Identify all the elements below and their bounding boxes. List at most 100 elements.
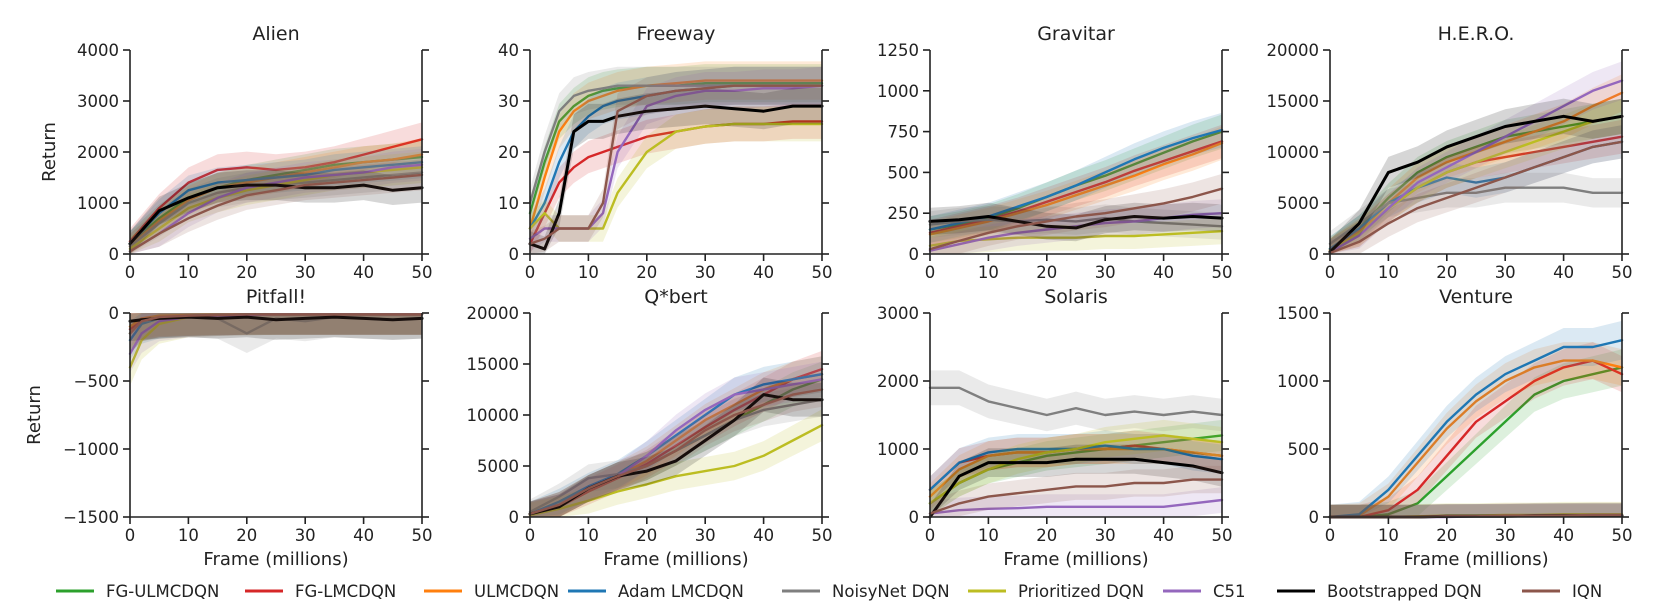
series-group — [1328, 61, 1624, 255]
line-adam-lmcdqn — [128, 160, 424, 246]
y-tick-label: 1000 — [877, 440, 919, 459]
x-tick-label: 20 — [236, 263, 257, 282]
series-group — [128, 122, 424, 255]
y-axis-label: Return — [39, 122, 60, 182]
y-tick-label: 1000 — [77, 194, 119, 213]
panel-title: Gravitar — [1037, 23, 1115, 45]
line-fg-lmcdqn — [1328, 359, 1624, 519]
band-fg-lmcdqn — [130, 122, 422, 255]
y-tick-label: 30 — [498, 92, 519, 111]
y-tick-label: 40 — [498, 41, 519, 60]
y-tick-label: 1000 — [877, 82, 919, 101]
x-tick-label: 50 — [412, 263, 433, 282]
line-bootstrapped-dqn — [528, 104, 824, 251]
band-prioritized-dqn — [1330, 501, 1622, 517]
legend-item-c51: C51 — [1163, 582, 1246, 601]
band-c51 — [1330, 504, 1622, 517]
x-tick-label: 10 — [1378, 526, 1399, 545]
series-group — [928, 112, 1224, 254]
y-tick-label: 0 — [109, 304, 120, 323]
band-fg-ulmcdqn — [130, 313, 422, 353]
x-tick-label: 20 — [1036, 263, 1057, 282]
y-tick-label: 20000 — [1267, 41, 1320, 60]
panel-freeway: Freeway 0 10 20 30 40 0 10 20 30 40 50 — [498, 23, 833, 282]
x-tick-label: 40 — [753, 526, 774, 545]
x-tick-label: 20 — [636, 526, 657, 545]
band-iqn — [1330, 125, 1622, 254]
y-tick-label: 20 — [498, 143, 519, 162]
band-bootstrapped-dqn — [1330, 503, 1622, 517]
x-axis-label: Frame (millions) — [603, 549, 748, 570]
x-tick-label: 0 — [525, 263, 536, 282]
legend: FG-ULMCDQN FG-LMCDQN ULMCDQN Adam LMCDQN Noi… — [56, 582, 1602, 601]
band-noisynet-dqn — [1330, 172, 1622, 254]
y-tick-label: 4000 — [77, 41, 119, 60]
legend-label: NoisyNet DQN — [832, 582, 950, 601]
y-tick-label: 5000 — [477, 457, 519, 476]
legend-label: Adam LMCDQN — [618, 582, 744, 601]
x-tick-label: 10 — [978, 263, 999, 282]
x-tick-label: 0 — [925, 526, 936, 545]
x-tick-label: 30 — [695, 526, 716, 545]
x-axis-label: Frame (millions) — [1403, 549, 1548, 570]
x-tick-label: 40 — [353, 526, 374, 545]
band-fg-lmcdqn — [130, 313, 422, 350]
x-tick-label: 40 — [753, 263, 774, 282]
band-c51 — [530, 361, 822, 517]
band-noisynet-dqn — [930, 370, 1222, 432]
x-tick-label: 30 — [1495, 526, 1516, 545]
line-ulmcdqn — [928, 141, 1224, 236]
y-tick-label: 3000 — [877, 304, 919, 323]
line-c51 — [1328, 79, 1624, 254]
line-ulmcdqn — [528, 79, 824, 230]
x-tick-label: 30 — [1095, 526, 1116, 545]
line-fg-lmcdqn — [928, 140, 1224, 235]
x-tick-label: 50 — [412, 526, 433, 545]
x-tick-label: 30 — [695, 263, 716, 282]
panel-venture: Venture 0 500 1000 1500 0 10 20 30 40 50 Frame (mil… — [1277, 286, 1633, 570]
line-noisynet-dqn — [928, 216, 1224, 228]
y-tick-label: 500 — [1288, 440, 1320, 459]
panel-title: H.E.R.O. — [1438, 23, 1515, 45]
legend-label: FG-LMCDQN — [295, 582, 396, 601]
x-tick-label: 30 — [295, 263, 316, 282]
x-tick-label: 0 — [125, 526, 136, 545]
line-noisynet-dqn — [1328, 186, 1624, 246]
x-tick-label: 30 — [1095, 263, 1116, 282]
x-tick-label: 40 — [1553, 526, 1574, 545]
y-tick-label: −1000 — [63, 440, 119, 459]
y-tick-label: 10000 — [467, 406, 520, 425]
band-iqn — [530, 66, 822, 254]
band-c51 — [130, 313, 422, 373]
legend-label: FG-ULMCDQN — [106, 582, 219, 601]
band-prioritized-dqn — [130, 313, 422, 386]
panel-title: Venture — [1439, 286, 1513, 308]
y-tick-label: 3000 — [77, 92, 119, 111]
x-tick-label: 10 — [1378, 263, 1399, 282]
y-tick-label: 0 — [909, 508, 920, 527]
y-tick-label: 0 — [509, 245, 520, 264]
y-tick-label: 0 — [109, 245, 120, 264]
panel-title: Pitfall! — [246, 286, 306, 308]
legend-label: Bootstrapped DQN — [1327, 582, 1482, 601]
y-tick-label: 2000 — [877, 372, 919, 391]
line-c51 — [128, 163, 424, 253]
panel-q-bert: Q*bert 0 5000 10000 15000 20000 0 10 20 30 40 50 Fra… — [467, 286, 833, 570]
x-tick-label: 10 — [978, 526, 999, 545]
x-tick-label: 0 — [1325, 526, 1336, 545]
panel-alien: Alien 0 1000 2000 3000 4000 0 10 20 30 40 50 Return — [39, 23, 433, 282]
panel-solaris: Solaris 0 1000 2000 3000 0 10 20 30 40 50 Frame (mi… — [877, 286, 1233, 570]
x-tick-label: 40 — [1553, 263, 1574, 282]
legend-label: Prioritized DQN — [1018, 582, 1144, 601]
x-tick-label: 0 — [525, 526, 536, 545]
band-adam-lmcdqn — [930, 112, 1222, 243]
y-tick-label: −500 — [74, 372, 119, 391]
x-tick-label: 0 — [125, 263, 136, 282]
band-ulmcdqn — [130, 313, 422, 347]
line-bootstrapped-dqn — [928, 215, 1224, 230]
x-axis-label: Frame (millions) — [1003, 549, 1148, 570]
band-bootstrapped-dqn — [130, 170, 422, 254]
y-tick-label: 10000 — [1267, 143, 1320, 162]
y-axis-label: Return — [24, 385, 45, 445]
